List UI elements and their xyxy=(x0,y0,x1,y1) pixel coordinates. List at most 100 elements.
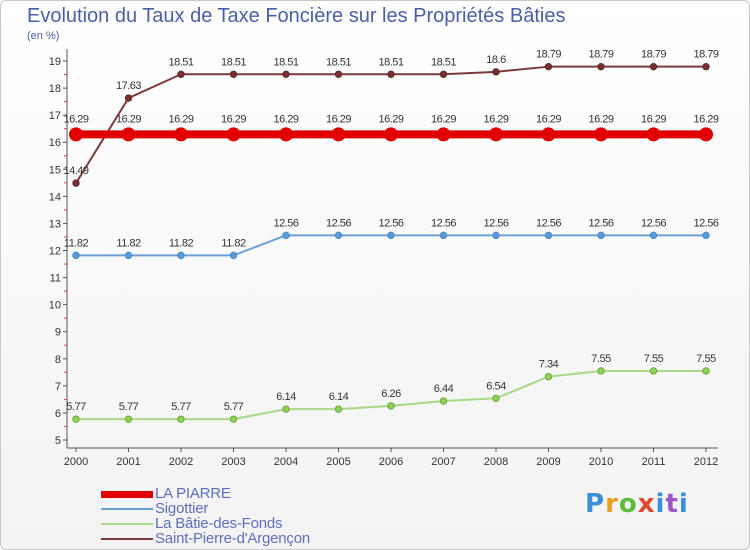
data-label-la-piarre: 16.29 xyxy=(63,113,88,125)
legend-swatch xyxy=(101,538,153,540)
y-tick-label: 9 xyxy=(55,327,61,339)
x-tick-label: 2012 xyxy=(694,456,718,468)
data-label-sigottier: 11.82 xyxy=(221,237,246,249)
data-label-saint-pierre-d-argencon: 17.63 xyxy=(116,80,141,92)
data-point-la-batie-des-fonds xyxy=(492,394,500,403)
data-point-la-batie-des-fonds xyxy=(597,367,605,375)
data-label-sigottier: 12.56 xyxy=(431,217,456,229)
x-tick-label: 2001 xyxy=(116,456,140,468)
chart-title: Evolution du Taux de Taxe Foncière sur l… xyxy=(27,5,566,27)
data-point-saint-pierre-d-argencon xyxy=(334,70,343,78)
y-tick-label: 10 xyxy=(49,300,61,312)
data-label-la-batie-des-fonds: 6.26 xyxy=(381,388,401,400)
data-point-saint-pierre-d-argencon xyxy=(439,70,448,78)
data-label-sigottier: 12.56 xyxy=(378,217,403,229)
x-tick-label: 2006 xyxy=(379,456,403,468)
data-label-la-batie-des-fonds: 5.77 xyxy=(171,401,191,413)
data-point-sigottier xyxy=(544,231,553,240)
data-point-saint-pierre-d-argencon xyxy=(649,62,658,71)
data-label-la-piarre: 16.29 xyxy=(641,113,666,125)
data-point-la-batie-des-fonds xyxy=(229,415,238,423)
data-point-saint-pierre-d-argencon xyxy=(492,68,500,76)
data-point-la-batie-des-fonds xyxy=(387,402,395,410)
x-tick-label: 2007 xyxy=(431,456,455,468)
data-label-la-batie-des-fonds: 7.55 xyxy=(591,353,611,365)
data-label-sigottier: 11.82 xyxy=(116,237,141,249)
x-tick-label: 2010 xyxy=(589,456,613,468)
legend-label: Saint-Pierre-d'Argençon xyxy=(155,530,311,547)
data-label-la-batie-des-fonds: 6.14 xyxy=(329,391,349,403)
data-label-la-batie-des-fonds: 5.77 xyxy=(224,401,244,413)
legend-label: La Bâtie-des-Fonds xyxy=(155,515,283,532)
data-label-saint-pierre-d-argencon: 18.51 xyxy=(431,56,456,68)
data-label-sigottier: 12.56 xyxy=(536,217,561,229)
y-tick-label: 19 xyxy=(49,56,61,68)
data-label-sigottier: 12.56 xyxy=(326,217,351,229)
data-point-sigottier xyxy=(702,231,710,240)
y-tick-label: 8 xyxy=(55,354,61,366)
y-tick-label: 18 xyxy=(49,83,61,95)
data-label-la-piarre: 16.29 xyxy=(326,113,351,125)
data-point-la-batie-des-fonds xyxy=(282,405,290,413)
data-point-la-batie-des-fonds xyxy=(177,415,185,423)
legend-label: LA PIARRE xyxy=(155,485,231,502)
data-label-saint-pierre-d-argencon: 18.79 xyxy=(641,49,666,61)
data-label-saint-pierre-d-argencon: 18.6 xyxy=(486,54,506,66)
y-tick-label: 13 xyxy=(49,218,61,230)
data-label-la-batie-des-fonds: 6.44 xyxy=(434,383,454,395)
x-tick-label: 2008 xyxy=(484,456,508,468)
data-point-sigottier xyxy=(334,231,343,240)
unit-label: (en %) xyxy=(27,30,60,42)
data-label-la-batie-des-fonds: 7.34 xyxy=(539,359,559,371)
proxiti-logo: Proxiti xyxy=(585,489,689,519)
data-label-saint-pierre-d-argencon: 18.51 xyxy=(168,56,193,68)
data-point-saint-pierre-d-argencon xyxy=(72,179,80,187)
y-tick-label: 15 xyxy=(49,164,61,176)
data-point-sigottier xyxy=(282,231,290,240)
data-label-sigottier: 12.56 xyxy=(588,217,613,229)
data-label-la-batie-des-fonds: 6.14 xyxy=(276,391,296,403)
y-tick-label: 6 xyxy=(55,408,61,420)
data-point-saint-pierre-d-argencon xyxy=(387,70,395,78)
data-label-saint-pierre-d-argencon: 18.51 xyxy=(273,56,298,68)
data-point-sigottier xyxy=(177,251,185,260)
data-label-sigottier: 12.56 xyxy=(693,217,718,229)
data-point-saint-pierre-d-argencon xyxy=(282,70,290,78)
data-label-sigottier: 11.82 xyxy=(64,237,89,249)
data-label-saint-pierre-d-argencon: 18.51 xyxy=(326,56,351,68)
x-tick-label: 2003 xyxy=(221,456,245,468)
data-point-saint-pierre-d-argencon xyxy=(544,62,553,71)
y-tick-label: 17 xyxy=(49,110,61,122)
y-tick-label: 14 xyxy=(49,191,61,203)
legend-swatch xyxy=(101,508,153,510)
data-point-la-piarre xyxy=(174,127,188,142)
data-point-saint-pierre-d-argencon xyxy=(702,62,710,71)
data-label-la-piarre: 16.29 xyxy=(588,113,613,125)
data-point-sigottier xyxy=(597,231,605,240)
data-label-la-batie-des-fonds: 5.77 xyxy=(119,401,139,413)
data-point-la-batie-des-fonds xyxy=(649,367,658,375)
data-point-la-piarre xyxy=(226,127,241,142)
data-label-la-batie-des-fonds: 6.54 xyxy=(486,380,506,392)
data-point-sigottier xyxy=(229,251,238,260)
data-label-saint-pierre-d-argencon: 18.79 xyxy=(536,49,561,61)
data-label-saint-pierre-d-argencon: 18.51 xyxy=(378,56,403,68)
data-point-saint-pierre-d-argencon xyxy=(177,70,185,78)
data-point-la-piarre xyxy=(699,127,713,142)
data-point-la-batie-des-fonds xyxy=(124,415,133,423)
data-label-la-piarre: 16.29 xyxy=(483,113,508,125)
x-tick-label: 2005 xyxy=(326,456,350,468)
data-point-saint-pierre-d-argencon xyxy=(124,94,133,102)
data-point-la-piarre xyxy=(594,127,608,142)
data-point-sigottier xyxy=(492,231,500,240)
y-tick-label: 16 xyxy=(49,137,61,149)
data-label-la-piarre: 16.29 xyxy=(431,113,456,125)
data-point-la-piarre xyxy=(541,127,556,142)
data-label-la-batie-des-fonds: 7.55 xyxy=(644,353,664,365)
data-label-sigottier: 11.82 xyxy=(169,237,194,249)
data-point-la-piarre xyxy=(331,127,346,142)
data-label-la-batie-des-fonds: 7.55 xyxy=(696,353,716,365)
y-tick-label: 12 xyxy=(49,246,61,258)
